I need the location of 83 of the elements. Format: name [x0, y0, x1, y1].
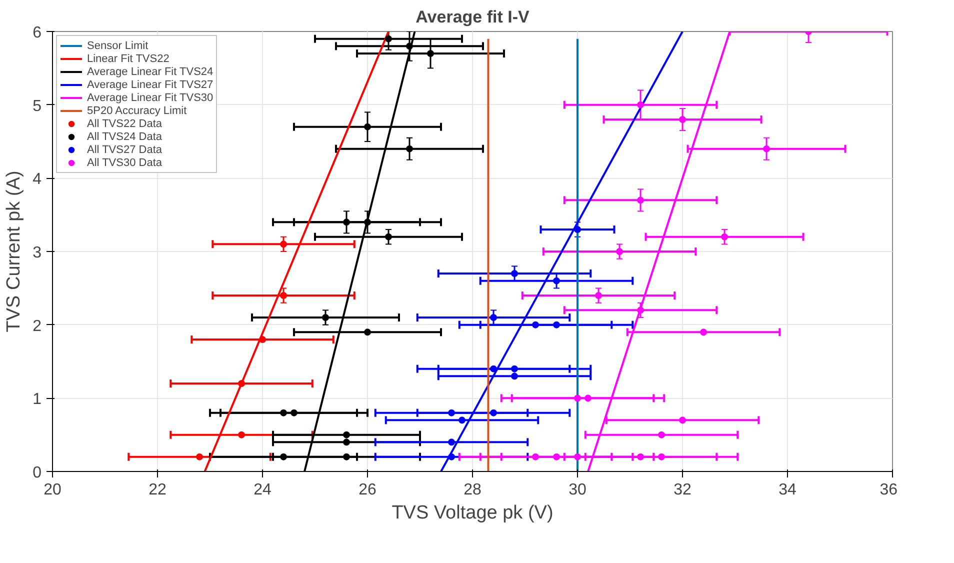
point: [637, 453, 644, 460]
point: [448, 409, 455, 416]
point: [721, 233, 728, 240]
x-tick-label: 22: [148, 482, 166, 498]
point: [406, 145, 413, 152]
point: [637, 101, 644, 108]
point: [574, 394, 581, 402]
y-tick-label: 0: [32, 464, 42, 482]
point: [532, 321, 539, 328]
point: [532, 453, 539, 460]
point: [238, 380, 245, 387]
point: [364, 218, 371, 226]
point: [280, 409, 287, 416]
point: [763, 145, 770, 152]
legend-label: Average Linear Fit TVS30: [87, 91, 214, 104]
point: [364, 328, 371, 336]
y-tick-label: 2: [32, 318, 42, 335]
point: [427, 50, 434, 57]
point: [280, 453, 287, 460]
legend-label: All TVS24 Data: [87, 130, 162, 143]
point: [259, 336, 266, 343]
point: [584, 394, 592, 402]
point: [511, 372, 518, 380]
point: [700, 328, 707, 336]
point: [238, 431, 245, 438]
point: [385, 233, 392, 240]
point: [385, 35, 392, 42]
point: [679, 416, 686, 424]
point: [448, 453, 455, 460]
point: [616, 248, 623, 255]
point: [637, 306, 644, 314]
point: [490, 314, 497, 321]
legend-label: All TVS27 Data: [87, 143, 162, 156]
x-tick-label: 24: [254, 482, 272, 498]
point: [658, 453, 665, 460]
x-tick-label: 28: [464, 482, 482, 498]
x-tick-label: 20: [44, 482, 62, 498]
point: [553, 321, 560, 328]
point: [574, 226, 581, 233]
legend-label: Average Linear Fit TVS24: [87, 65, 214, 78]
legend-label: 5P20 Accuracy Limit: [87, 104, 187, 117]
point: [511, 365, 518, 372]
x-tick-label: 36: [880, 482, 898, 498]
point: [490, 409, 497, 416]
point: [553, 453, 560, 460]
legend-label: Sensor Limit: [87, 39, 148, 52]
x-tick-label: 32: [674, 482, 692, 498]
point: [574, 453, 581, 460]
point: [595, 292, 602, 299]
point: [343, 453, 350, 460]
point: [196, 453, 203, 460]
point: [458, 416, 466, 424]
point: [679, 116, 686, 123]
x-tick-label: 34: [778, 482, 796, 498]
point: [553, 277, 560, 284]
chart-title: Average fit I-V: [416, 8, 530, 26]
legend-label: Linear Fit TVS22: [87, 52, 170, 65]
x-axis-title: TVS Voltage pk (V): [392, 502, 554, 524]
x-tick-label: 30: [568, 482, 586, 498]
y-tick-label: 4: [32, 171, 42, 188]
point: [658, 431, 665, 438]
point: [280, 292, 287, 299]
legend-label: All TVS30 Data: [87, 156, 162, 169]
y-axis-title: TVS Current pk (A): [4, 170, 25, 332]
point: [322, 314, 329, 321]
point: [490, 365, 497, 372]
point: [511, 270, 518, 277]
point: [448, 438, 455, 446]
y-tick-label: 1: [32, 391, 42, 408]
y-tick-label: 6: [32, 24, 42, 42]
point: [343, 218, 350, 226]
x-tick-label: 26: [358, 482, 376, 498]
point: [343, 431, 350, 438]
legend-label: All TVS22 Data: [87, 117, 162, 130]
point: [406, 42, 413, 50]
point: [364, 123, 371, 130]
point: [280, 240, 287, 248]
y-tick-label: 3: [32, 244, 42, 262]
y-tick-label: 5: [32, 98, 42, 115]
point: [290, 409, 298, 416]
legend-label: Average Linear Fit TVS27: [87, 78, 214, 91]
point: [637, 196, 644, 204]
point: [343, 438, 350, 446]
